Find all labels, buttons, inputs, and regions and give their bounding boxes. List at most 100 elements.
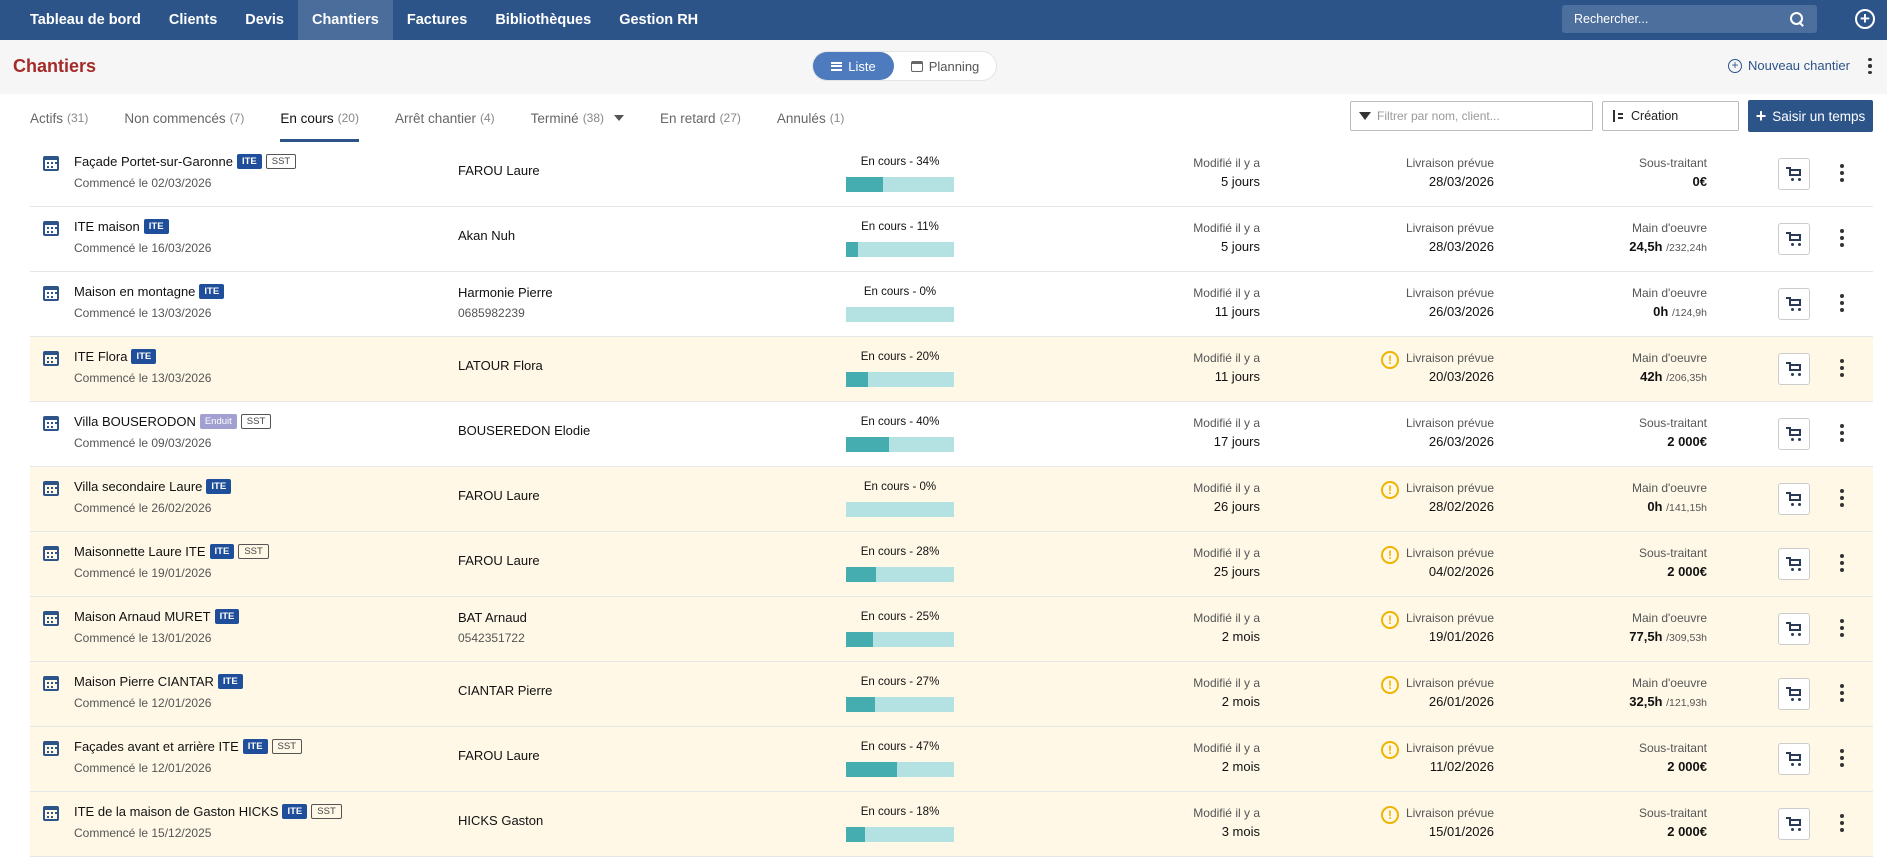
search-icon[interactable] (1789, 11, 1805, 27)
badge-ite: ITE (242, 739, 268, 754)
delivery-label: Livraison prévue (1405, 806, 1494, 820)
client-name: FAROU Laure (458, 163, 540, 178)
start-date: Commencé le 19/01/2026 (74, 566, 212, 580)
table-row[interactable]: Maison Pierre CIANTAR ITE Commencé le 12/… (30, 662, 1873, 727)
more-vert-icon[interactable] (1840, 684, 1844, 702)
cart-button[interactable] (1778, 483, 1810, 515)
table-row[interactable]: Maison Arnaud MURET ITE Commencé le 13/01… (30, 597, 1873, 662)
nav-item-chantiers[interactable]: Chantiers (297, 0, 393, 40)
view-planning-button[interactable]: Planning (894, 52, 996, 80)
cost-value: 77,5h (1629, 629, 1663, 644)
progress-fill (846, 827, 866, 842)
row-title-wrap[interactable]: Maisonnette Laure ITE ITE SST (74, 544, 269, 559)
chantier-name[interactable]: Villa secondaire Laure (74, 479, 203, 494)
badge-ite: ITE (282, 804, 308, 819)
chevron-down-icon[interactable] (614, 115, 625, 121)
cost-value: 32,5h (1629, 694, 1663, 709)
row-title-wrap[interactable]: Maison en montagne ITE (74, 284, 225, 299)
add-circle-icon[interactable]: + (1855, 9, 1875, 29)
delivery-info: Livraison prévue 28/03/2026 (1406, 221, 1494, 254)
nav-item-devis[interactable]: Devis (245, 12, 284, 28)
more-vert-icon[interactable] (1840, 294, 1844, 312)
chantier-name[interactable]: Villa BOUSERODON (74, 414, 196, 429)
cart-button[interactable] (1778, 158, 1810, 190)
more-vert-icon[interactable] (1840, 619, 1844, 637)
row-title-wrap[interactable]: ITE Flora ITE (74, 349, 157, 364)
table-row[interactable]: Façade Portet-sur-Garonne ITE SST Commencé… (30, 142, 1873, 207)
cart-button[interactable] (1778, 613, 1810, 645)
tab-count: (20) (337, 111, 359, 125)
cart-icon (1786, 557, 1802, 571)
chantier-name[interactable]: Maisonnette Laure ITE (74, 544, 206, 559)
more-vert-icon[interactable] (1840, 554, 1844, 572)
more-vert-icon[interactable] (1840, 489, 1844, 507)
table-row[interactable]: Maison en montagne ITE Commencé le 13/03/… (30, 272, 1873, 337)
more-vert-icon[interactable] (1868, 58, 1872, 74)
nav-item-clients[interactable]: Clients (168, 12, 218, 28)
tab-termine[interactable]: Terminé (38) (530, 94, 625, 142)
tab-non-commences[interactable]: Non commencés (7) (124, 94, 244, 142)
filter-input[interactable]: Filtrer par nom, client... (1350, 101, 1593, 131)
tab-en-cours[interactable]: En cours (20) (280, 94, 359, 142)
more-vert-icon[interactable] (1840, 424, 1844, 442)
modified-value: 17 jours (1213, 434, 1260, 449)
more-vert-icon[interactable] (1840, 749, 1844, 767)
chantier-name[interactable]: ITE maison (74, 219, 140, 234)
cart-button[interactable] (1778, 678, 1810, 710)
chantier-name[interactable]: Façades avant et arrière ITE (74, 739, 239, 754)
start-date: Commencé le 15/12/2025 (74, 826, 212, 840)
row-title-wrap[interactable]: Façades avant et arrière ITE ITE SST (74, 739, 303, 754)
tab-actifs[interactable]: Actifs (31) (30, 94, 88, 142)
chantier-name[interactable]: Maison en montagne (74, 284, 196, 299)
nav-item-gestion-rh[interactable]: Gestion RH (619, 12, 699, 28)
table-row[interactable]: Villa secondaire Laure ITE Commencé le 26… (30, 467, 1873, 532)
saisir-temps-button[interactable]: + Saisir un temps (1748, 100, 1873, 132)
more-vert-icon[interactable] (1840, 814, 1844, 832)
more-vert-icon[interactable] (1840, 164, 1844, 182)
calendar-icon (43, 286, 59, 301)
more-vert-icon[interactable] (1840, 229, 1844, 247)
tab-en-retard[interactable]: En retard (27) (660, 94, 741, 142)
new-chantier-button[interactable]: + Nouveau chantier (1728, 58, 1850, 73)
chantier-name[interactable]: ITE de la maison de Gaston HICKS (74, 804, 279, 819)
chantier-name[interactable]: ITE Flora (74, 349, 128, 364)
tab-label: Terminé (530, 110, 579, 126)
chantier-name[interactable]: Façade Portet-sur-Garonne (74, 154, 233, 169)
row-title-wrap[interactable]: Maison Pierre CIANTAR ITE (74, 674, 243, 689)
nav-item-tableau-de-bord[interactable]: Tableau de bord (30, 12, 141, 28)
table-row[interactable]: ITE de la maison de Gaston HICKS ITE SST C… (30, 792, 1873, 857)
table-row[interactable]: ITE maison ITE Commencé le 16/03/2026 Aka… (30, 207, 1873, 272)
badge-sst: SST (265, 154, 297, 169)
table-row[interactable]: Maisonnette Laure ITE ITE SST Commencé le … (30, 532, 1873, 597)
table-row[interactable]: Villa BOUSERODON Enduit SST Commencé le 09… (30, 402, 1873, 467)
more-vert-icon[interactable] (1840, 359, 1844, 377)
chantier-name[interactable]: Maison Arnaud MURET (74, 609, 211, 624)
cart-icon (1786, 817, 1802, 831)
row-title-wrap[interactable]: Façade Portet-sur-Garonne ITE SST (74, 154, 297, 169)
row-title-wrap[interactable]: Villa secondaire Laure ITE (74, 479, 232, 494)
table-row[interactable]: Façades avant et arrière ITE ITE SST Comme… (30, 727, 1873, 792)
chantier-name[interactable]: Maison Pierre CIANTAR (74, 674, 214, 689)
delivery-value: 15/01/2026 (1428, 824, 1494, 839)
cart-button[interactable] (1778, 548, 1810, 580)
nav-item-bibliotheques[interactable]: Bibliothèques (495, 12, 592, 28)
sort-select[interactable]: Création (1602, 101, 1739, 131)
cart-button[interactable] (1778, 223, 1810, 255)
tab-annules[interactable]: Annulés (1) (777, 94, 844, 142)
cart-button[interactable] (1778, 743, 1810, 775)
cart-button[interactable] (1778, 353, 1810, 385)
modified-label: Modifié il y a (1193, 286, 1260, 300)
nav-item-factures[interactable]: Factures (406, 12, 468, 28)
view-list-button[interactable]: Liste (813, 52, 894, 80)
cart-button[interactable] (1778, 808, 1810, 840)
global-search-input[interactable]: Rechercher... (1562, 5, 1817, 33)
row-title-wrap[interactable]: Villa BOUSERODON Enduit SST (74, 414, 272, 429)
row-title-wrap[interactable]: ITE de la maison de Gaston HICKS ITE SST (74, 804, 342, 819)
cart-button[interactable] (1778, 418, 1810, 450)
row-title-wrap[interactable]: Maison Arnaud MURET ITE (74, 609, 240, 624)
tab-arret-chantier[interactable]: Arrêt chantier (4) (395, 94, 495, 142)
cart-button[interactable] (1778, 288, 1810, 320)
table-row[interactable]: ITE Flora ITE Commencé le 13/03/2026 LATO… (30, 337, 1873, 402)
row-title-wrap[interactable]: ITE maison ITE (74, 219, 169, 234)
sort-label: Création (1631, 109, 1679, 123)
